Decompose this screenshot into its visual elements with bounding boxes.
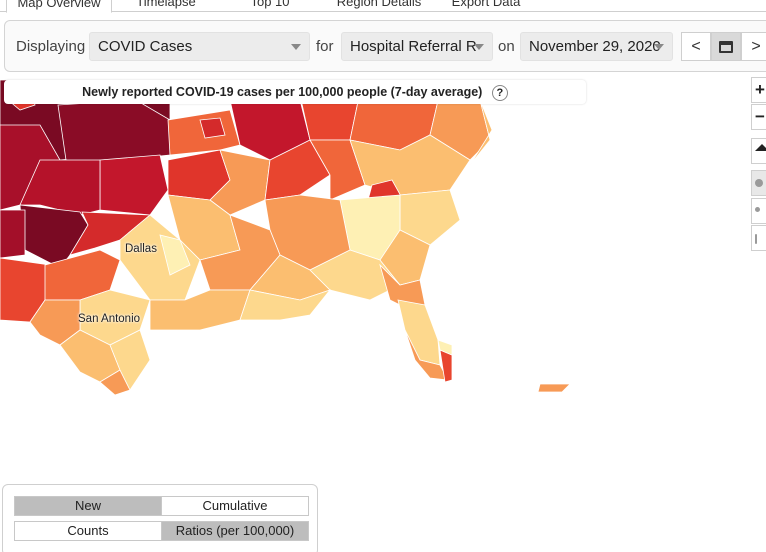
region-shape[interactable]	[397, 299, 441, 366]
metric-select[interactable]: COVID Cases	[89, 32, 310, 61]
metric-toggle-panel: New Cumulative Counts Ratios (per 100,00…	[2, 484, 318, 552]
for-label: for	[316, 38, 334, 55]
chevron-right-icon: >	[751, 37, 761, 55]
tab-region-details[interactable]: Region Details	[336, 0, 422, 9]
filter-toolbar: Displaying COVID Cases for Hospital Refe…	[4, 20, 766, 72]
map-info-button[interactable]	[751, 225, 766, 251]
date-select[interactable]: November 29, 2020	[520, 32, 673, 61]
map-title-text: Newly reported COVID-19 cases per 100,00…	[82, 85, 483, 99]
map-tool-button[interactable]	[751, 170, 766, 196]
region-shape[interactable]	[159, 234, 191, 276]
displaying-label: Displaying	[16, 38, 86, 55]
tab-top-10[interactable]: Top 10	[250, 0, 290, 9]
region-shape[interactable]	[239, 289, 332, 321]
region-shape[interactable]	[99, 154, 169, 216]
date-select-value: November 29, 2020	[529, 38, 661, 55]
zoom-in-button[interactable]: +	[751, 77, 766, 103]
minus-icon: −	[755, 107, 765, 126]
chevron-left-icon: <	[691, 37, 701, 55]
tab-map-overview[interactable]: Map Overview	[6, 0, 112, 13]
choropleth-map[interactable]	[0, 78, 766, 478]
region-shape[interactable]	[309, 139, 366, 201]
region-shape[interactable]	[469, 99, 493, 166]
ratios-toggle-button[interactable]: Ratios (per 100,000)	[161, 521, 309, 541]
map-canvas[interactable]	[0, 78, 766, 478]
calendar-icon	[719, 40, 733, 53]
calendar-button[interactable]	[711, 32, 741, 61]
help-icon[interactable]: ?	[491, 84, 508, 101]
pin-icon	[755, 179, 763, 187]
region-shape[interactable]	[437, 339, 453, 356]
counts-toggle-button[interactable]: Counts	[14, 521, 162, 541]
city-label-dallas: Dallas	[125, 243, 157, 255]
region-shape[interactable]	[537, 383, 571, 393]
cumulative-toggle-button[interactable]: Cumulative	[161, 496, 309, 516]
home-button[interactable]	[751, 138, 766, 164]
region-shape[interactable]	[349, 134, 471, 196]
on-label: on	[498, 38, 515, 55]
tab-timelapse[interactable]: Timelapse	[136, 0, 196, 9]
tab-export-data[interactable]: Export Data	[451, 0, 521, 9]
chevron-down-icon	[474, 44, 484, 50]
layers-icon	[755, 207, 760, 212]
metric-select-value: COVID Cases	[98, 38, 193, 55]
city-label-san-antonio: San Antonio	[78, 313, 141, 325]
region-shape[interactable]	[199, 117, 226, 139]
zoom-out-button[interactable]: −	[751, 104, 766, 130]
home-icon	[755, 144, 766, 151]
new-toggle-button[interactable]: New	[14, 496, 162, 516]
map-layer-button[interactable]	[751, 198, 766, 224]
tab-bar: Map Overview Timelapse Top 10 Region Det…	[0, 0, 766, 13]
region-type-select-value: Hospital Referral R	[350, 38, 477, 55]
next-date-button[interactable]: >	[741, 32, 766, 61]
chevron-down-icon	[291, 44, 301, 50]
prev-date-button[interactable]: <	[681, 32, 711, 61]
region-shape[interactable]	[264, 139, 331, 201]
map-title: Newly reported COVID-19 cases per 100,00…	[4, 80, 586, 104]
info-icon	[755, 234, 757, 244]
region-type-select[interactable]: Hospital Referral R	[341, 32, 493, 61]
plus-icon: +	[755, 80, 765, 99]
region-shape[interactable]	[109, 329, 151, 391]
region-shape[interactable]	[0, 209, 26, 259]
chevron-down-icon	[654, 44, 664, 50]
